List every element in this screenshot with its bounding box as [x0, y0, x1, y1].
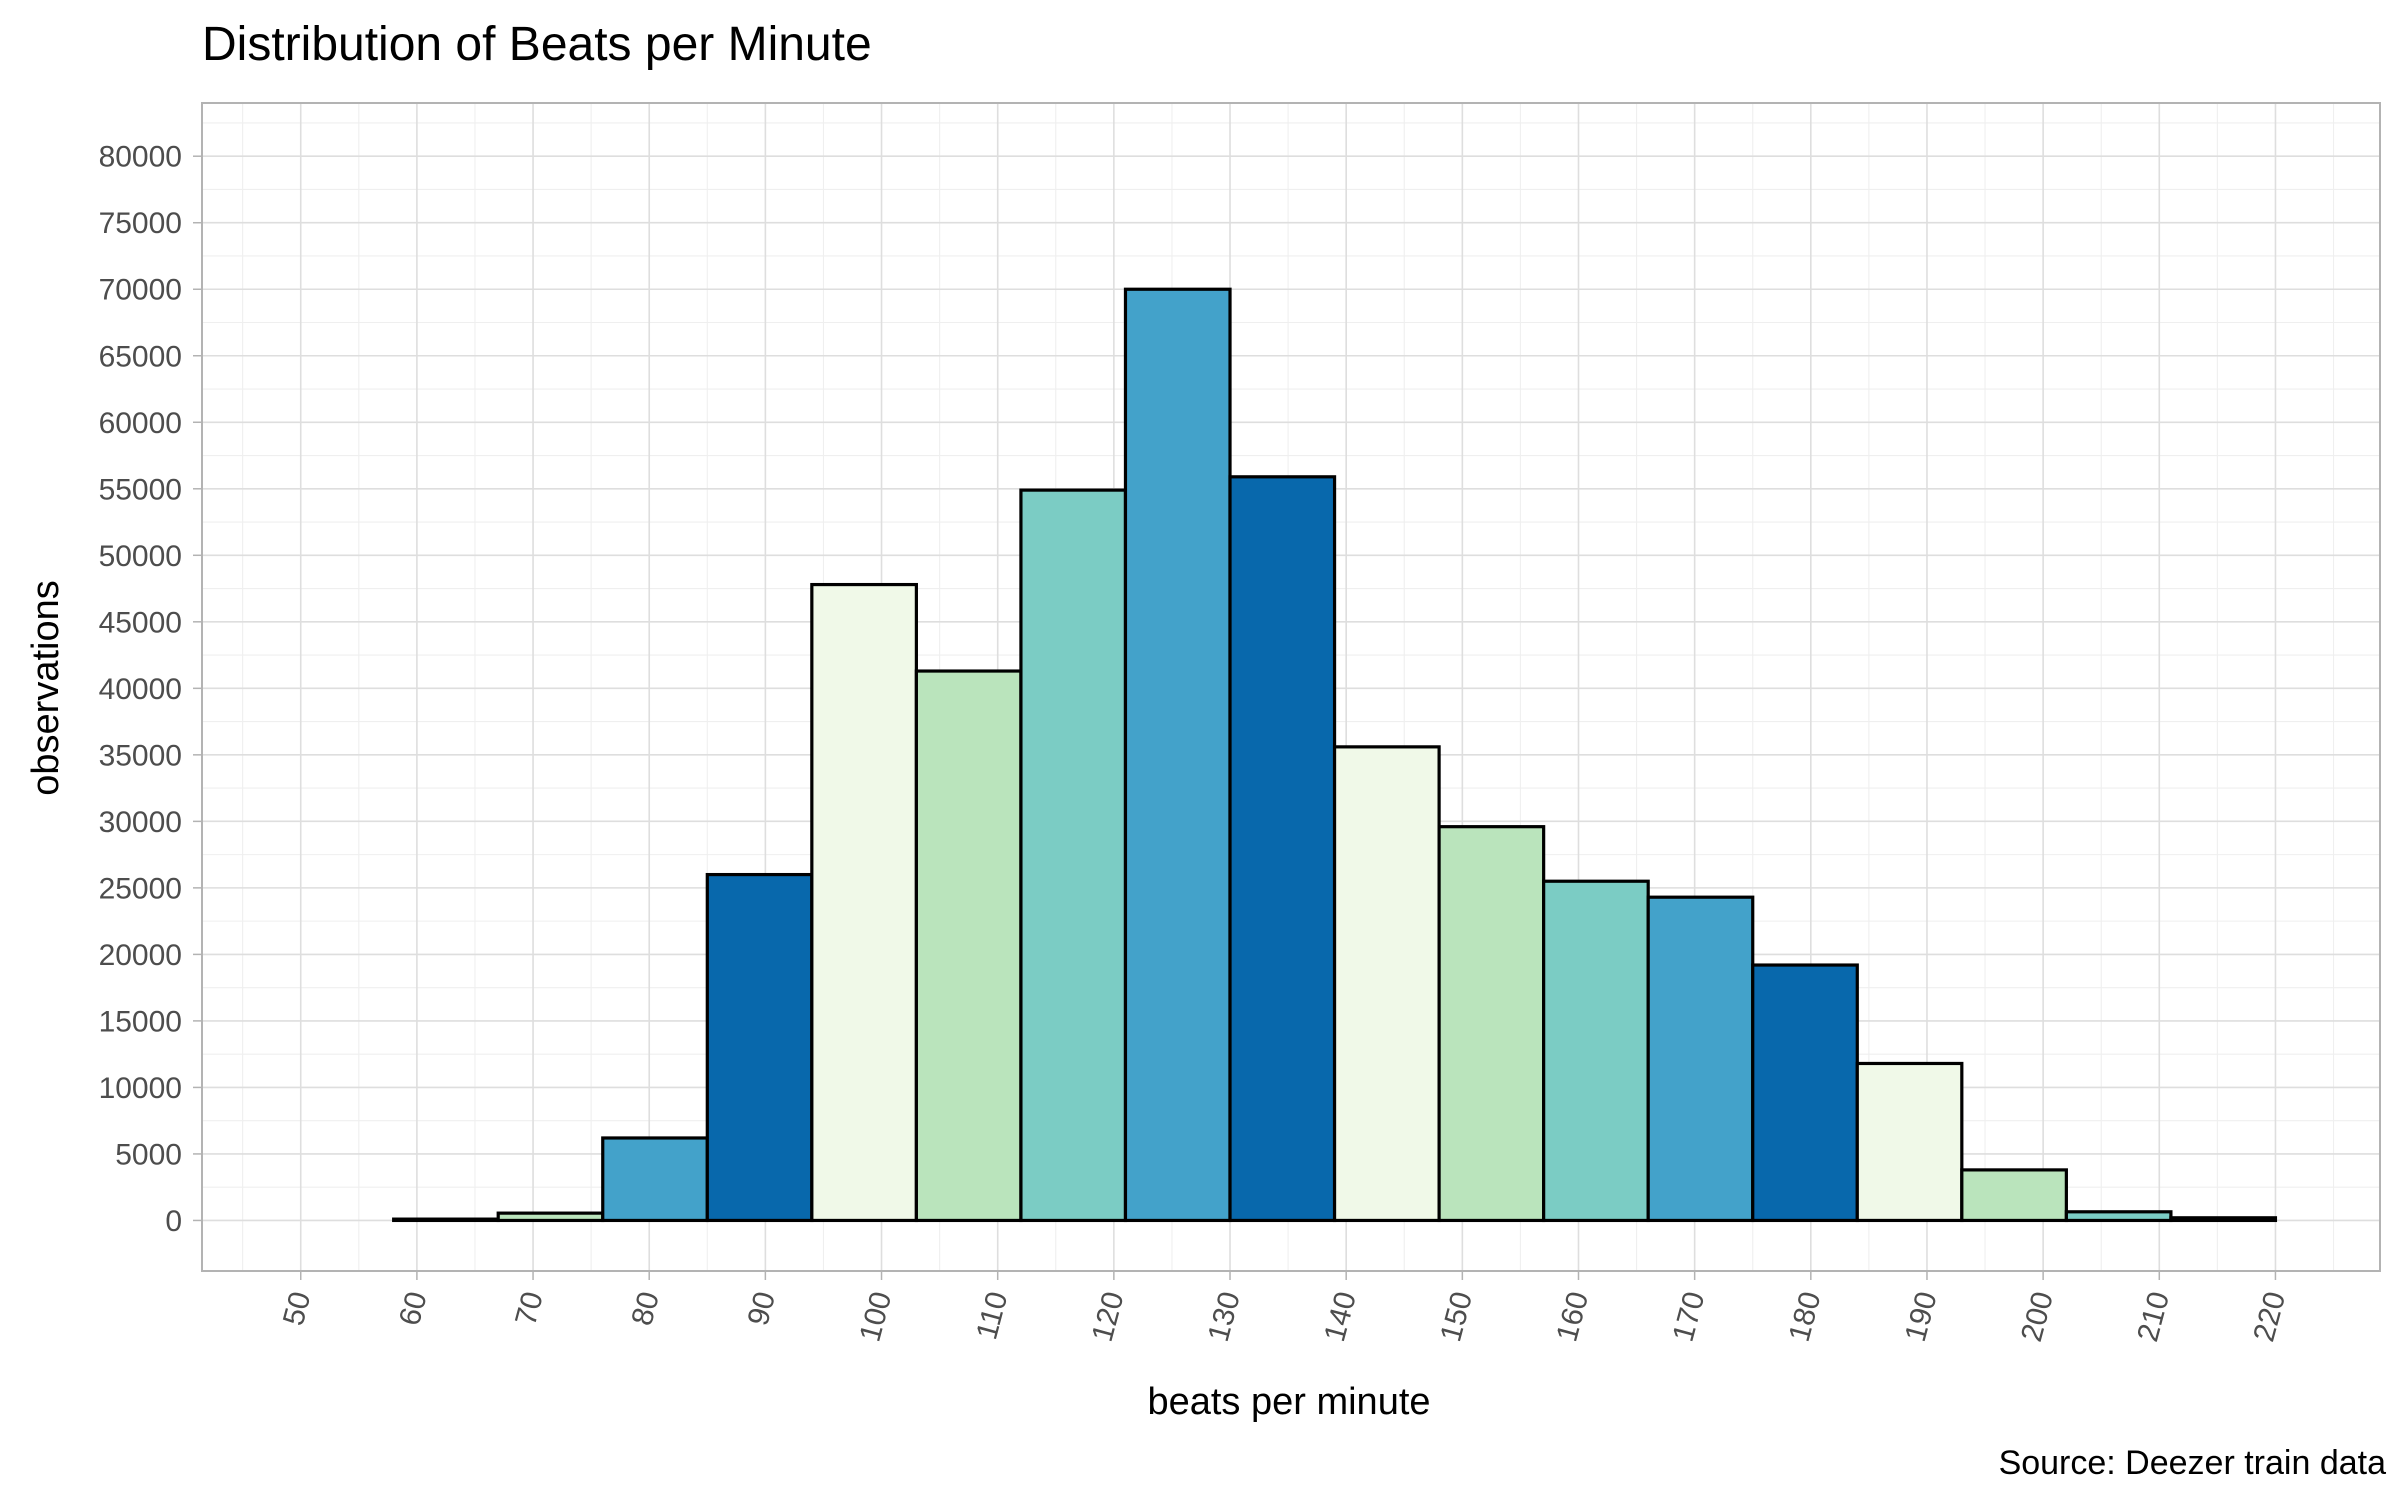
y-tick-label: 65000: [99, 340, 182, 373]
y-tick-label: 35000: [99, 739, 182, 772]
histogram-bar: [1228, 475, 1337, 1223]
y-tick-label: 5000: [115, 1138, 182, 1171]
y-tick-label: 55000: [99, 473, 182, 506]
histogram-bars: [392, 287, 2278, 1223]
y-tick-label: 10000: [99, 1072, 182, 1105]
y-tick-label: 15000: [99, 1005, 182, 1038]
chart-title: Distribution of Beats per Minute: [202, 18, 872, 71]
y-tick-label: 60000: [99, 407, 182, 440]
plot-panel-border: [201, 102, 2381, 1272]
histogram-bar: [1855, 1061, 1964, 1223]
x-axis-ticks: 50 60 70 80 90 100 110 120 130 140 150 160 170 180 190…: [277, 1271, 2292, 1345]
y-tick-label: 80000: [99, 141, 182, 174]
y-tick-label: 20000: [99, 939, 182, 972]
y-tick-label: 40000: [99, 673, 182, 706]
histogram-bar: [1960, 1168, 2068, 1223]
histogram-bar: [496, 1211, 605, 1223]
y-tick-label: 50000: [99, 540, 182, 573]
y-tick-label: 25000: [99, 872, 182, 905]
histogram-bar: [2064, 1210, 2173, 1223]
y-tick-label: 45000: [99, 606, 182, 639]
chart-caption: Source: Deezer train data: [1999, 1444, 2387, 1482]
histogram-bar: [1542, 879, 1650, 1223]
histogram-bar: [1437, 825, 1546, 1223]
y-tick-label: 0: [165, 1205, 182, 1238]
histogram-bar: [601, 1136, 709, 1223]
histogram-bar: [705, 872, 814, 1223]
x-axis-title: beats per minute: [1147, 1381, 1430, 1423]
histogram-bar: [1751, 963, 1859, 1223]
histogram-bar: [392, 1217, 500, 1223]
histogram-bar: [914, 669, 1023, 1223]
y-tick-label: 70000: [99, 274, 182, 307]
y-axis-title: observations: [25, 580, 67, 795]
y-tick-label: 30000: [99, 806, 182, 839]
histogram-bar: [2169, 1216, 2278, 1223]
histogram-bar: [1019, 488, 1128, 1223]
y-tick-label: 75000: [99, 207, 182, 240]
histogram-bar: [1646, 895, 1755, 1223]
y-axis-ticks: 0 5000 10000 15000 20000 25000 30000 35000 40000…: [99, 141, 202, 1238]
histogram-bar: [810, 582, 918, 1223]
histogram-bar: [1332, 745, 1441, 1223]
histogram-bar: [1123, 287, 1232, 1223]
